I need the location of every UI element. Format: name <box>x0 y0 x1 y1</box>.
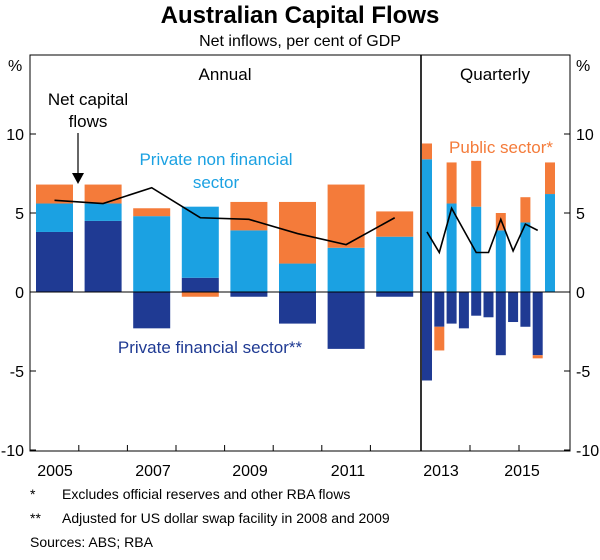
annotation-nonfinancial-line2: sector <box>193 173 240 192</box>
annotation-net-arrow-head <box>72 173 84 184</box>
financial-bar-2005 <box>36 231 73 292</box>
financial-bar-2008 <box>181 277 219 292</box>
nonfinancial-bar-2011 <box>327 247 365 292</box>
financial-bar-2006 <box>84 220 122 292</box>
panel-label-annual: Annual <box>199 65 252 84</box>
public-bar-2013-Q1 <box>434 326 445 351</box>
financial-bar-2013-Q2 <box>446 292 457 324</box>
financial-bar-2014-Q2 <box>495 292 506 356</box>
public-bar-2012-Q4 <box>422 143 432 160</box>
footnote-2: ** Adjusted for US dollar swap facility i… <box>30 510 390 526</box>
y-unit-right: % <box>576 58 590 75</box>
nonfinancial-bar-2015-Q2 <box>545 194 555 292</box>
y-tick-label-right: -5 <box>576 364 590 381</box>
public-bar-2006 <box>84 184 122 204</box>
plot-frame <box>29 54 571 452</box>
public-bar-2007 <box>133 208 171 217</box>
footnote-2-text: Adjusted for US dollar swap facility in … <box>62 510 390 526</box>
public-bar-2013-Q4 <box>471 160 482 207</box>
chart-title: Australian Capital Flows <box>160 2 440 29</box>
x-tick-label: 2013 <box>423 463 459 480</box>
annotation-net-line2: flows <box>69 112 108 131</box>
y-tick-label-left: -10 <box>1 443 24 460</box>
y-tick-label-left: 5 <box>15 206 24 223</box>
axes-layer: 10 10 5 5 0 0 -5 -5 -10 -10% % 2005 2007 2009 2011 2013… <box>1 54 599 480</box>
financial-bar-2014-Q1 <box>483 292 494 318</box>
financial-bar-2013-Q1 <box>434 292 445 327</box>
x-tick-label: 2007 <box>135 463 171 480</box>
financial-bar-2013-Q4 <box>471 292 482 316</box>
public-bar-2015-Q2 <box>545 162 555 195</box>
financial-bar-2014-Q4 <box>520 292 531 327</box>
public-bar-2014-Q2 <box>495 213 506 231</box>
y-tick-label-right: 10 <box>576 127 594 144</box>
x-tick-label: 2009 <box>232 463 268 480</box>
nonfinancial-bar-2006 <box>84 203 122 221</box>
public-bar-2005 <box>36 184 73 204</box>
nonfinancial-bar-2013-Q4 <box>471 206 482 292</box>
net-flows-line-annual <box>54 186 396 246</box>
financial-bar-2010 <box>279 292 316 324</box>
nonfinancial-bar-2012 <box>376 236 414 292</box>
nonfinancial-bar-2009 <box>230 230 268 292</box>
financial-bar-2014-Q3 <box>508 292 519 323</box>
net-lines-layer <box>54 186 539 255</box>
y-tick-label-left: -5 <box>10 364 24 381</box>
public-bar-2008 <box>181 292 219 297</box>
nonfinancial-bar-2012-Q4 <box>422 159 432 292</box>
sources: Sources: ABS; RBA <box>30 534 153 550</box>
public-bar-2013-Q2 <box>446 162 457 204</box>
public-bar-2015-Q1 <box>532 355 543 359</box>
nonfinancial-bar-2005 <box>36 203 73 232</box>
y-unit-left: % <box>8 58 22 75</box>
financial-bar-2012 <box>376 292 414 297</box>
nonfinancial-bar-2013-Q2 <box>446 203 457 292</box>
nonfinancial-bar-2007 <box>133 216 171 292</box>
nonfinancial-bar-2010 <box>279 263 316 292</box>
annotation-public: Public sector* <box>449 138 553 157</box>
bars-layer <box>36 143 555 381</box>
panel-label-quarterly: Quarterly <box>460 65 530 84</box>
footnote-2-mark: ** <box>30 510 41 526</box>
public-bar-2009 <box>230 201 268 231</box>
annotation-nonfinancial-line1: Private non financial <box>139 150 292 169</box>
y-tick-label-left: 0 <box>15 285 24 302</box>
nonfinancial-bar-2014-Q2 <box>495 230 506 292</box>
financial-bar-2012-Q4 <box>422 292 432 381</box>
y-tick-label-right: -10 <box>576 443 599 460</box>
annotation-net-line1: Net capital <box>48 90 128 109</box>
y-tick-label-right: 0 <box>576 285 585 302</box>
x-tick-label: 2015 <box>504 463 540 480</box>
financial-bar-2015-Q1 <box>532 292 543 356</box>
y-tick-label-right: 5 <box>576 206 585 223</box>
financial-bar-2009 <box>230 292 268 297</box>
x-tick-label: 2011 <box>331 463 366 480</box>
footnote-1-text: Excludes official reserves and other RBA… <box>62 486 351 502</box>
y-tick-label-left: 10 <box>6 127 24 144</box>
chart-subtitle: Net inflows, per cent of GDP <box>199 33 401 50</box>
annotation-financial: Private financial sector** <box>118 338 303 357</box>
financial-bar-2007 <box>133 292 171 329</box>
public-bar-2014-Q4 <box>520 197 531 223</box>
financial-bar-2011 <box>327 292 365 349</box>
nonfinancial-bar-2014-Q4 <box>520 222 531 292</box>
financial-bar-2013-Q3 <box>458 292 469 329</box>
net-flows-line-quarterly <box>426 206 539 255</box>
footnote-1: * Excludes official reserves and other RB… <box>30 486 350 502</box>
x-tick-label: 2005 <box>37 463 73 480</box>
footnote-1-mark: * <box>30 486 36 502</box>
